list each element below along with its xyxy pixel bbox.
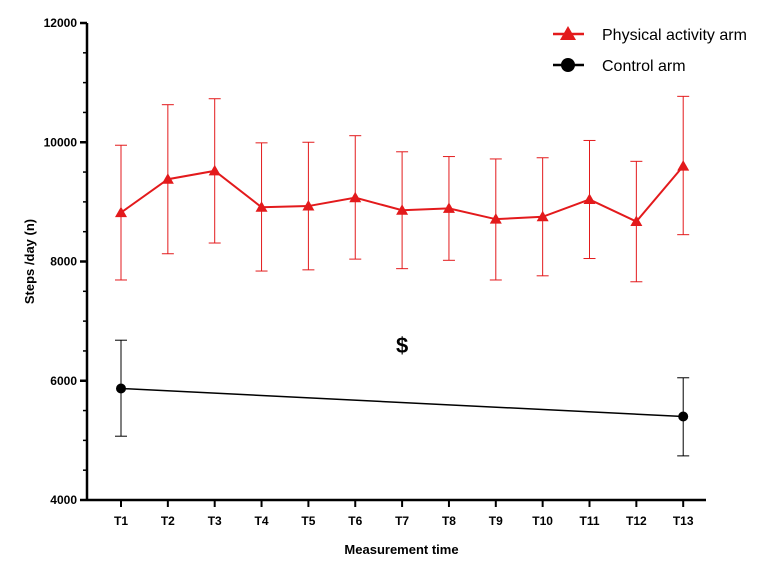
data-point-triangle: [302, 200, 315, 211]
y-tick-label: 6000: [50, 374, 77, 388]
x-tick-label: T12: [626, 514, 647, 528]
data-point-triangle: [208, 164, 221, 176]
data-point-triangle: [442, 202, 455, 213]
x-axis-title: Measurement time: [344, 542, 458, 557]
x-tick-label: T4: [255, 514, 269, 528]
data-point-circle: [116, 383, 126, 394]
data-point-circle: [678, 411, 689, 422]
series-layer: [115, 95, 690, 457]
y-tick-label: 12000: [44, 16, 78, 30]
y-tick-label: 8000: [50, 255, 77, 269]
data-point-triangle: [255, 201, 268, 212]
x-tick-label: T2: [161, 514, 175, 528]
x-tick-label: T5: [301, 514, 315, 528]
legend-item-physical-activity-arm[interactable]: Physical activity arm: [553, 26, 747, 44]
series-physical-activity-arm: [115, 95, 690, 283]
data-point-triangle: [583, 193, 596, 204]
y-tick-label: 10000: [44, 135, 78, 149]
x-tick-label: T9: [489, 514, 503, 528]
series-line: [120, 387, 684, 418]
legend-circle-marker-icon: [561, 58, 575, 72]
data-point-triangle: [630, 215, 643, 227]
data-point-triangle: [677, 160, 690, 171]
x-tick-label: T11: [579, 514, 599, 528]
x-tick-label: T6: [348, 514, 362, 528]
data-point-triangle: [349, 191, 362, 203]
axes: 4000 6000 8000 10000 12000 T1 T2 T3 T4 T5 T6 T7 T8 T9…: [44, 16, 706, 528]
y-tick-label: 4000: [50, 493, 77, 507]
x-tick-label: T3: [208, 514, 222, 528]
x-tick-label: T1: [114, 514, 128, 528]
x-tick-label: T7: [395, 514, 409, 528]
series-control-arm: [115, 339, 690, 457]
legend-item-control-arm[interactable]: Control arm: [553, 58, 686, 75]
significance-annotation: $: [396, 333, 408, 358]
legend: Physical activity arm Control arm: [553, 26, 747, 75]
legend-triangle-marker-icon: [560, 26, 576, 40]
data-point-triangle: [161, 173, 174, 184]
data-point-triangle: [489, 213, 502, 224]
x-tick-label: T8: [442, 514, 456, 528]
legend-label-control-arm: Control arm: [602, 58, 686, 75]
y-axis-title: Steps /day (n): [22, 219, 37, 304]
x-tick-label: T10: [532, 514, 553, 528]
legend-label-physical-activity-arm: Physical activity arm: [602, 27, 747, 44]
data-point-triangle: [115, 206, 127, 218]
data-point-triangle: [396, 204, 409, 215]
x-tick-label: T13: [673, 514, 694, 528]
data-point-triangle: [536, 210, 549, 222]
